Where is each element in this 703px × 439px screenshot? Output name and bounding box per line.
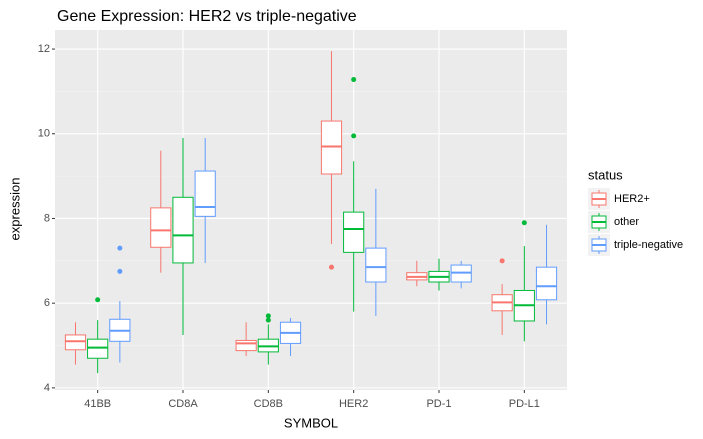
outlier: [95, 297, 101, 303]
x-tick-label: CD8B: [254, 398, 283, 410]
outlier: [328, 264, 334, 270]
outlier: [499, 258, 505, 264]
legend-title: status: [588, 167, 623, 182]
outlier: [117, 245, 123, 251]
box: [64, 334, 87, 351]
legend-label: other: [614, 216, 639, 228]
y-tick-label: 6: [44, 297, 50, 309]
outlier: [351, 77, 357, 83]
box: [320, 120, 343, 175]
box: [87, 338, 109, 359]
outlier: [265, 313, 271, 319]
box: [235, 339, 257, 352]
outlier: [117, 268, 123, 274]
x-tick-label: HER2: [339, 398, 368, 410]
box: [172, 196, 194, 264]
plot-panel: [55, 30, 567, 390]
y-tick-label: 8: [44, 212, 50, 224]
y-tick-label: 12: [38, 43, 50, 55]
y-axis-title: expression: [7, 178, 22, 241]
x-axis-title: SYMBOL: [284, 415, 338, 430]
chart-title: Gene Expression: HER2 vs triple-negative: [57, 8, 357, 25]
outlier: [521, 220, 527, 226]
y-tick-label: 10: [38, 128, 50, 140]
x-tick-label: PD-1: [426, 398, 451, 410]
box: [150, 207, 172, 248]
box: [535, 266, 558, 301]
outlier: [265, 317, 271, 323]
y-tick-label: 4: [44, 382, 50, 394]
box: [194, 170, 216, 217]
box: [365, 247, 387, 283]
x-tick-label: CD8A: [168, 398, 198, 410]
box: [343, 211, 365, 253]
legend-label: HER2+: [614, 193, 650, 205]
outlier: [351, 133, 357, 139]
legend-label: triple-negative: [614, 239, 683, 251]
x-tick-label: 41BB: [84, 398, 111, 410]
x-tick-label: PD-L1: [509, 398, 540, 410]
